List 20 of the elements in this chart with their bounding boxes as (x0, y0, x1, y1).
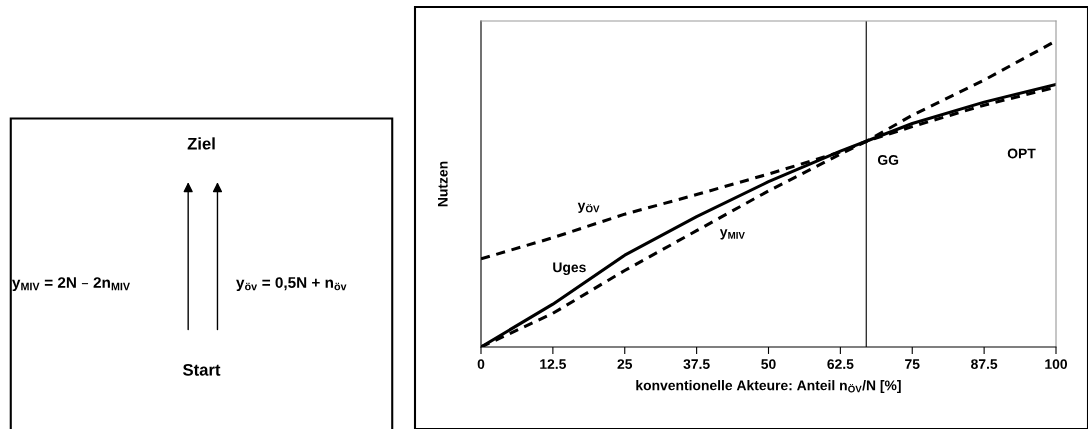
text: y$_{MIV}$ = 2N – 2n$_{MIV}$ (12, 277, 130, 291)
x-tick-label: 87.5 (971, 359, 998, 370)
y-axis-title: Nutzen (438, 161, 448, 207)
series-label: y$_{MIV}$ (719, 229, 745, 240)
x-tick-label: 62.5 (827, 359, 854, 370)
x-tick-label: 50 (761, 359, 776, 370)
x-tick-label: 75 (905, 359, 920, 370)
text: y$_{öv}$ = 0,5N + n$_{öv}$ (236, 277, 347, 291)
series-label: Uges (553, 262, 586, 276)
text: Start (182, 363, 221, 376)
text: Ziel (187, 137, 215, 150)
x-tick-label: 37.5 (683, 359, 710, 370)
x-axis-title: konventionelle Akteure: Anteil n$_{ÖV}$/N [%] (636, 380, 901, 394)
annotation: OPT (1007, 148, 1036, 159)
series-label: y$_{ÖV}$ (577, 202, 600, 213)
x-tick-label: 12.5 (540, 359, 567, 370)
x-tick-label: 25 (617, 359, 633, 370)
ref-line-label: GG (877, 155, 899, 165)
x-tick-label: 0 (477, 359, 485, 370)
x-tick-label: 100 (1045, 359, 1068, 370)
